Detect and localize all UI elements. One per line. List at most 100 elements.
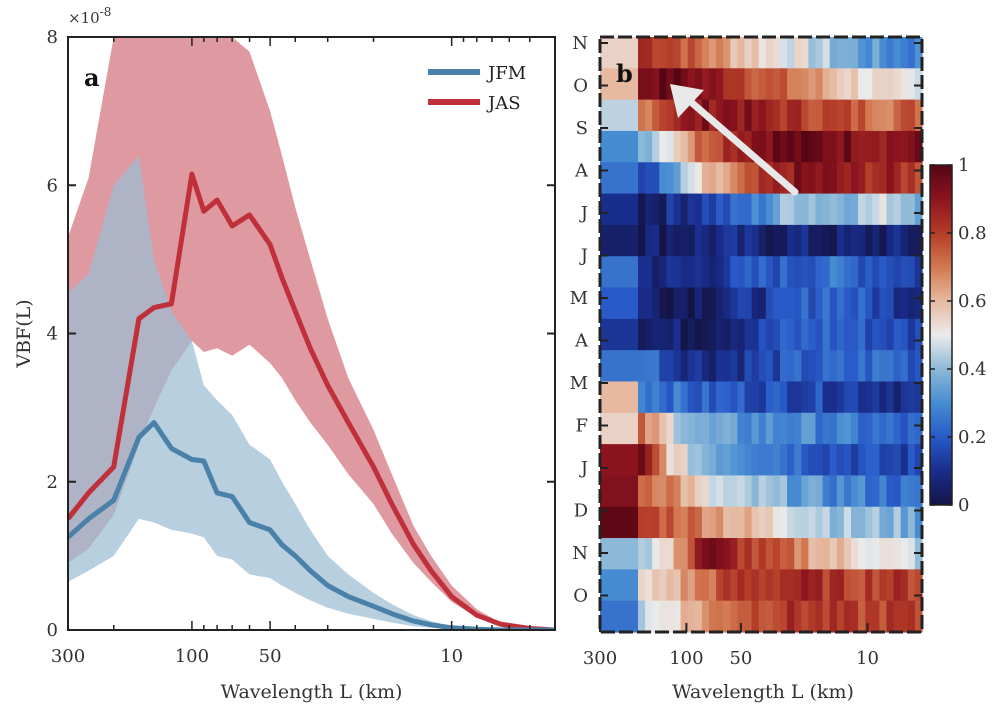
heatmap-cell — [907, 162, 916, 195]
heatmap-cell — [645, 444, 653, 477]
heatmap-cell — [879, 350, 888, 383]
heatmap-cell — [600, 68, 639, 101]
heatmap-cell — [843, 444, 852, 477]
heatmap-cell — [801, 412, 809, 445]
heatmap-cell — [808, 381, 817, 414]
heatmap-cell — [765, 193, 774, 226]
heatmap-cell — [900, 68, 909, 101]
heatmap-cell — [787, 318, 795, 351]
heatmap-cell — [886, 506, 895, 539]
heatmap-cell — [822, 506, 831, 539]
panel-label-a: a — [84, 63, 100, 92]
heatmap-cell — [858, 569, 866, 602]
heatmap-cell — [780, 350, 788, 383]
row-label: J — [579, 458, 588, 479]
heatmap-cell — [879, 475, 888, 508]
heatmap-cell — [780, 37, 788, 69]
heatmap-cell — [758, 569, 767, 602]
heatmap-cell — [723, 287, 731, 320]
heatmap-cell — [687, 475, 696, 508]
heatmap-cell — [680, 412, 689, 445]
heatmap-cell — [794, 256, 802, 289]
heatmap-cell — [652, 68, 660, 101]
heatmap-cell — [645, 130, 653, 163]
heatmap-cell — [801, 37, 809, 69]
y-tick-label: 8 — [47, 27, 58, 48]
heatmap-cell — [900, 569, 909, 602]
heatmap-cell — [914, 68, 923, 101]
heatmap-cell — [709, 318, 717, 351]
heatmap-cell — [744, 256, 753, 289]
heatmap-cell — [666, 381, 675, 414]
heatmap-cell — [709, 444, 717, 477]
heatmap-cell — [673, 350, 682, 383]
heatmap-cell — [914, 569, 923, 602]
heatmap-cell — [730, 130, 738, 163]
heatmap-cell — [758, 99, 767, 132]
heatmap-cell — [858, 193, 866, 226]
heatmap-cell — [851, 381, 859, 414]
heatmap-cell — [865, 475, 873, 508]
heatmap-cell — [709, 381, 717, 414]
row-label: A — [574, 161, 589, 182]
heatmap-cell — [723, 37, 731, 69]
heatmap-cell — [687, 444, 696, 477]
heatmap-cell — [851, 37, 859, 69]
heatmap-cell — [772, 193, 781, 226]
heatmap-cell — [865, 538, 873, 570]
heatmap-cell — [914, 256, 923, 289]
heatmap-cell — [765, 256, 774, 289]
heatmap-cell — [737, 538, 746, 570]
heatmap-cell — [673, 287, 682, 320]
heatmap-cell — [758, 381, 767, 414]
colorbar-tick-label: 0.6 — [958, 291, 987, 312]
heatmap-cell — [836, 506, 845, 539]
heatmap-cell — [879, 569, 888, 602]
heatmap-cell — [666, 99, 675, 132]
heatmap-cell — [787, 350, 795, 383]
heatmap-cell — [843, 318, 852, 351]
heatmap-cell — [600, 130, 639, 163]
heatmap-cell — [694, 193, 703, 226]
heatmap-cell — [723, 350, 731, 383]
heatmap-cell — [709, 256, 717, 289]
row-label: J — [579, 203, 588, 224]
heatmap-cell — [907, 256, 916, 289]
heatmap-cell — [815, 287, 824, 320]
heatmap-cell — [893, 224, 902, 257]
heatmap-cell — [645, 600, 653, 633]
heatmap-cell — [701, 600, 710, 633]
heatmap-cell — [886, 412, 895, 445]
heatmap-cell — [914, 318, 923, 351]
heatmap-cell — [808, 569, 817, 602]
heatmap-cell — [659, 130, 667, 163]
heatmap-cell — [829, 381, 838, 414]
heatmap-cell — [730, 412, 738, 445]
heatmap-cell — [822, 538, 831, 570]
heatmap-cell — [914, 412, 923, 445]
heatmap-cell — [772, 600, 781, 633]
heatmap-cell — [751, 99, 760, 132]
heatmap-cell — [801, 162, 809, 195]
heatmap-cell — [652, 318, 660, 351]
heatmap-cell — [772, 475, 781, 508]
heatmap-cell — [815, 412, 824, 445]
heatmap-cell — [815, 600, 824, 633]
heatmap-cell — [666, 506, 675, 539]
x-axis-title-a: Wavelength L (km) — [221, 681, 403, 703]
heatmap-cell — [829, 193, 838, 226]
heatmap-cell — [872, 68, 880, 101]
heatmap-cell — [645, 381, 653, 414]
heatmap-cell — [701, 444, 710, 477]
heatmap-cell — [900, 506, 909, 539]
heatmap-cell — [808, 256, 817, 289]
heatmap-cell — [858, 412, 866, 445]
heatmap-cell — [865, 569, 873, 602]
heatmap-cell — [836, 318, 845, 351]
heatmap-cell — [645, 162, 653, 195]
heatmap-cell — [751, 318, 760, 351]
heatmap-cell — [872, 569, 880, 602]
heatmap-cell — [843, 350, 852, 383]
heatmap-cell — [694, 130, 703, 163]
